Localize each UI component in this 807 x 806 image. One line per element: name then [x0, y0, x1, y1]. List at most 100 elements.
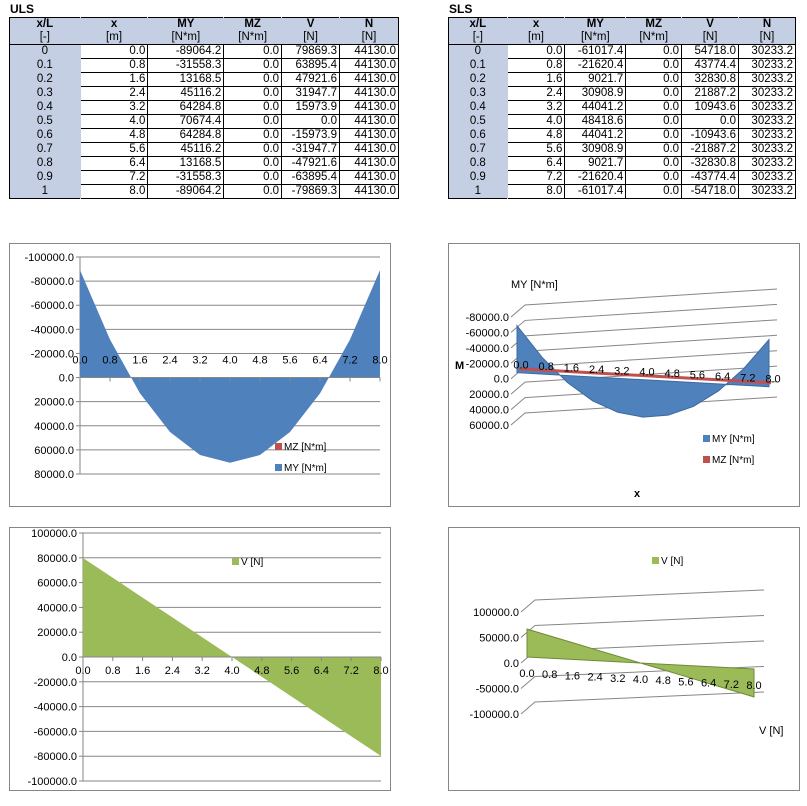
column-unit: [N] — [339, 31, 399, 45]
uls-moment-chart[interactable]: -100000.0 -80000.0 -60000.0 -40000.0 -20000.… — [9, 243, 391, 507]
y-tick-label: 50000.0 — [479, 633, 519, 645]
x-tick-label: 0.0 — [75, 665, 90, 677]
table-cell: 30233.2 — [738, 44, 796, 59]
table-cell: 0.0 — [223, 156, 283, 171]
table-cell: 0.0 — [223, 170, 283, 185]
y-tick-label: -40000.0 — [466, 343, 509, 355]
sls-moment-chart[interactable]: -80000.0 -60000.0 -40000.0 -20000.0 0.0 20000… — [448, 243, 800, 507]
x-tick-label: 4.8 — [656, 675, 671, 687]
table-cell: 44130.0 — [339, 128, 399, 143]
table-cell: 6.4 — [507, 156, 566, 171]
table-cell: 30233.2 — [738, 72, 796, 87]
column-header: MZ — [223, 17, 283, 31]
table-cell: 0.0 — [625, 58, 683, 73]
table-cell: -61017.4 — [564, 44, 627, 59]
column-header: MZ — [625, 17, 683, 31]
row-label: 0.4 — [9, 100, 81, 115]
sls-title: SLS — [449, 2, 473, 16]
x-tick-label: 0.0 — [519, 668, 534, 680]
table-row: 0.8 6.4 13168.5 0.0 -47921.6 44130.0 — [9, 156, 399, 171]
x-tick-label: 5.6 — [284, 665, 299, 677]
table-cell: 0.0 — [223, 142, 283, 157]
table-cell: 30233.2 — [738, 58, 796, 73]
y-tick-label: -60000.0 — [34, 726, 77, 738]
table-cell: -43774.4 — [681, 170, 740, 185]
legend-label: V [N] — [661, 556, 683, 567]
table-cell: 30908.9 — [564, 142, 627, 157]
column-unit: [m] — [80, 31, 149, 45]
table-cell: 0.0 — [223, 86, 283, 101]
column-unit: [N] — [681, 31, 740, 45]
table-row: 0.4 3.2 44041.2 0.0 10943.6 30233.2 — [448, 100, 796, 115]
x-tick-label: 8.0 — [373, 665, 388, 677]
table-cell: 9021.7 — [564, 156, 627, 171]
legend-label: MZ [N*m] — [284, 442, 326, 453]
row-label: 0.5 — [9, 114, 81, 129]
table-cell: 2.4 — [507, 86, 566, 101]
area-series-0 — [516, 324, 770, 418]
y-tick-label: -80000.0 — [34, 751, 77, 763]
table-row: 0.2 1.6 9021.7 0.0 32830.8 30233.2 — [448, 72, 796, 87]
table-header-row: x/L x MY MZ V N — [9, 17, 399, 31]
table-cell: 10943.6 — [681, 100, 740, 115]
x-tick-label: 6.4 — [314, 665, 329, 677]
table-cell: 5.6 — [507, 142, 566, 157]
table-cell: -31558.3 — [147, 58, 225, 73]
table-cell: 70674.4 — [147, 114, 225, 129]
table-cell: -31558.3 — [147, 170, 225, 185]
table-cell: 0.0 — [625, 72, 683, 87]
gridline — [520, 615, 765, 638]
legend-swatch — [652, 557, 659, 564]
x-tick-label: 0.8 — [542, 669, 557, 681]
table-cell: 2.4 — [80, 86, 149, 101]
column-unit: [-] — [9, 31, 81, 45]
y-tick-label: 60000.0 — [37, 578, 77, 590]
row-label: 0.7 — [448, 142, 508, 157]
table-units-row: [-] [m] [N*m] [N*m] [N] [N] — [448, 31, 796, 45]
table-cell: 31947.7 — [281, 86, 341, 101]
table-cell: 44130.0 — [339, 170, 399, 185]
y-axis-title: M — [455, 360, 464, 372]
column-header: MY — [564, 17, 627, 31]
row-label: 0.4 — [448, 100, 508, 115]
table-row: 0.3 2.4 30908.9 0.0 21887.2 30233.2 — [448, 86, 796, 101]
x-tick-label: 1.6 — [132, 355, 147, 367]
table-cell: 45116.2 — [147, 86, 225, 101]
table-cell: 30233.2 — [738, 114, 796, 129]
x-tick-label: 4.0 — [633, 674, 648, 686]
table-cell: -21620.4 — [564, 58, 627, 73]
gridline — [510, 303, 778, 333]
legend-swatch — [275, 443, 282, 450]
legend-label: V [N] — [241, 557, 263, 568]
table-cell: 32830.8 — [681, 72, 740, 87]
uls-shear-chart[interactable]: 100000.0 80000.0 60000.0 40000.0 20000.0 0.0-… — [9, 527, 391, 791]
x-tick-label: 2.4 — [587, 672, 602, 684]
gridline — [510, 288, 778, 318]
table-cell: 13168.5 — [147, 156, 225, 171]
table-row: 0.5 4.0 48418.6 0.0 0.0 30233.2 — [448, 114, 796, 129]
table-cell: 4.0 — [80, 114, 149, 129]
table-cell: 44130.0 — [339, 156, 399, 171]
table-row: 0.9 7.2 -31558.3 0.0 -63895.4 44130.0 — [9, 170, 399, 185]
sls-shear-chart[interactable]: 100000.0 50000.0 0.0 -50000.0 -100000.0 0.0 0.… — [448, 527, 800, 791]
table-cell: 79869.3 — [281, 44, 341, 59]
table-cell: 1.6 — [507, 72, 566, 87]
y-tick-label: -20000.0 — [466, 358, 509, 370]
table-cell: 0.0 — [223, 44, 283, 59]
x-tick-label: 6.4 — [715, 371, 730, 383]
table-cell: -89064.2 — [147, 184, 225, 199]
column-unit: [N*m] — [223, 31, 283, 45]
table-cell: 0.0 — [223, 114, 283, 129]
y-tick-label: 0.0 — [504, 658, 519, 670]
table-row: 1 8.0 -61017.4 0.0 -54718.0 30233.2 — [448, 184, 796, 199]
x-tick-label: 7.2 — [344, 665, 359, 677]
table-cell: 30908.9 — [564, 86, 627, 101]
table-cell: 0.0 — [223, 100, 283, 115]
y-tick-label: -80000.0 — [466, 312, 509, 324]
table-cell: 0.0 — [625, 184, 683, 199]
x-tick-label: 0.0 — [72, 355, 87, 367]
table-cell: 0.0 — [625, 86, 683, 101]
table-cell: 44130.0 — [339, 72, 399, 87]
row-label: 0.3 — [448, 86, 508, 101]
x-tick-label: 3.2 — [614, 365, 629, 377]
